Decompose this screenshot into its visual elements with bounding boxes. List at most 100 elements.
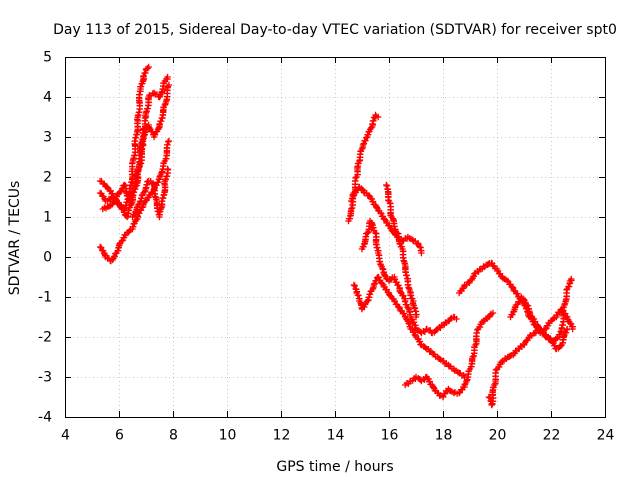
data-point (569, 323, 576, 330)
data-point (375, 274, 382, 281)
data-point (562, 329, 570, 336)
x-tick-label: 22 (543, 428, 561, 444)
data-point (568, 277, 575, 284)
data-point (560, 304, 567, 311)
data-point (160, 79, 167, 87)
plot-frame (65, 57, 606, 418)
data-point (122, 231, 129, 239)
data-point (103, 183, 110, 190)
data-point (396, 304, 403, 311)
y-tick-label: -3 (38, 370, 52, 386)
data-point (412, 332, 419, 339)
data-point (506, 352, 514, 360)
data-point (421, 343, 428, 351)
data-point (398, 243, 405, 250)
data-point (160, 159, 167, 167)
data-point (369, 198, 377, 205)
data-point (355, 160, 362, 167)
data-point (160, 103, 167, 111)
chart-title: Day 113 of 2015, Sidereal Day-to-day VTE… (53, 22, 617, 38)
x-tick-label: 10 (219, 428, 237, 444)
y-tick-label: 0 (43, 250, 52, 266)
data-point (378, 280, 386, 287)
data-point (156, 175, 163, 183)
data-point (142, 66, 150, 74)
data-point (426, 378, 434, 385)
x-tick-label: 6 (115, 428, 124, 444)
y-tick-label: 5 (43, 50, 52, 66)
data-point (401, 298, 409, 305)
data-point (556, 331, 564, 338)
series-track-10 (383, 181, 420, 321)
x-tick-label: 14 (327, 428, 345, 444)
data-point (447, 315, 454, 323)
series-track-14 (507, 275, 575, 345)
data-point (465, 367, 473, 375)
data-point (383, 286, 390, 293)
data-point (554, 334, 561, 342)
data-point (164, 166, 172, 174)
data-point (397, 288, 404, 296)
data-point (438, 322, 445, 329)
data-point (155, 179, 162, 186)
data-point (137, 207, 145, 214)
data-point (563, 326, 570, 333)
data-point (563, 286, 570, 294)
data-point (451, 314, 458, 321)
data-point (410, 319, 418, 326)
y-tick-label: -1 (38, 290, 52, 306)
data-point (400, 310, 408, 317)
data-point (427, 348, 434, 355)
series-track-12 (456, 259, 576, 337)
data-point (381, 216, 389, 223)
data-point (164, 138, 172, 145)
data-point (351, 282, 358, 290)
data-point (380, 215, 387, 222)
data-point (165, 137, 173, 145)
data-point (365, 192, 373, 199)
data-point (461, 383, 468, 391)
data-point (549, 315, 557, 323)
data-point (149, 180, 157, 187)
y-tick-label: -2 (38, 330, 52, 346)
data-point (485, 393, 493, 401)
data-point (509, 284, 517, 291)
data-point (395, 303, 402, 310)
data-point (115, 200, 123, 207)
data-point (432, 327, 439, 335)
y-tick-label: -4 (38, 410, 52, 426)
data-point (371, 114, 379, 121)
data-point (364, 229, 371, 237)
data-point (120, 206, 127, 213)
series-track-4 (96, 137, 173, 265)
series-track-5 (129, 165, 172, 221)
data-point (411, 331, 419, 338)
x-tick-label: 18 (435, 428, 453, 444)
data-point (407, 311, 414, 318)
data-point (370, 117, 377, 124)
data-point (126, 227, 133, 235)
data-point (101, 252, 109, 259)
data-point (436, 355, 443, 363)
data-point (96, 243, 104, 251)
x-tick-label: 24 (597, 428, 615, 444)
data-point (130, 184, 138, 192)
data-point (142, 69, 149, 77)
data-point (104, 184, 111, 191)
data-point (508, 283, 515, 290)
data-point (360, 189, 368, 196)
data-point (352, 174, 359, 182)
data-point (133, 216, 140, 224)
data-point (490, 384, 497, 391)
y-tick-label: 4 (43, 90, 52, 106)
data-point (387, 212, 394, 219)
data-point (471, 343, 478, 351)
y-tick-label: 3 (43, 130, 52, 146)
data-point (413, 311, 420, 318)
data-point (520, 296, 528, 303)
data-point (460, 372, 467, 379)
data-point (514, 290, 521, 297)
x-axis-tick-labels: 4 6 8 10 12 14 16 18 20 22 24 (61, 428, 614, 444)
data-points (96, 63, 576, 409)
